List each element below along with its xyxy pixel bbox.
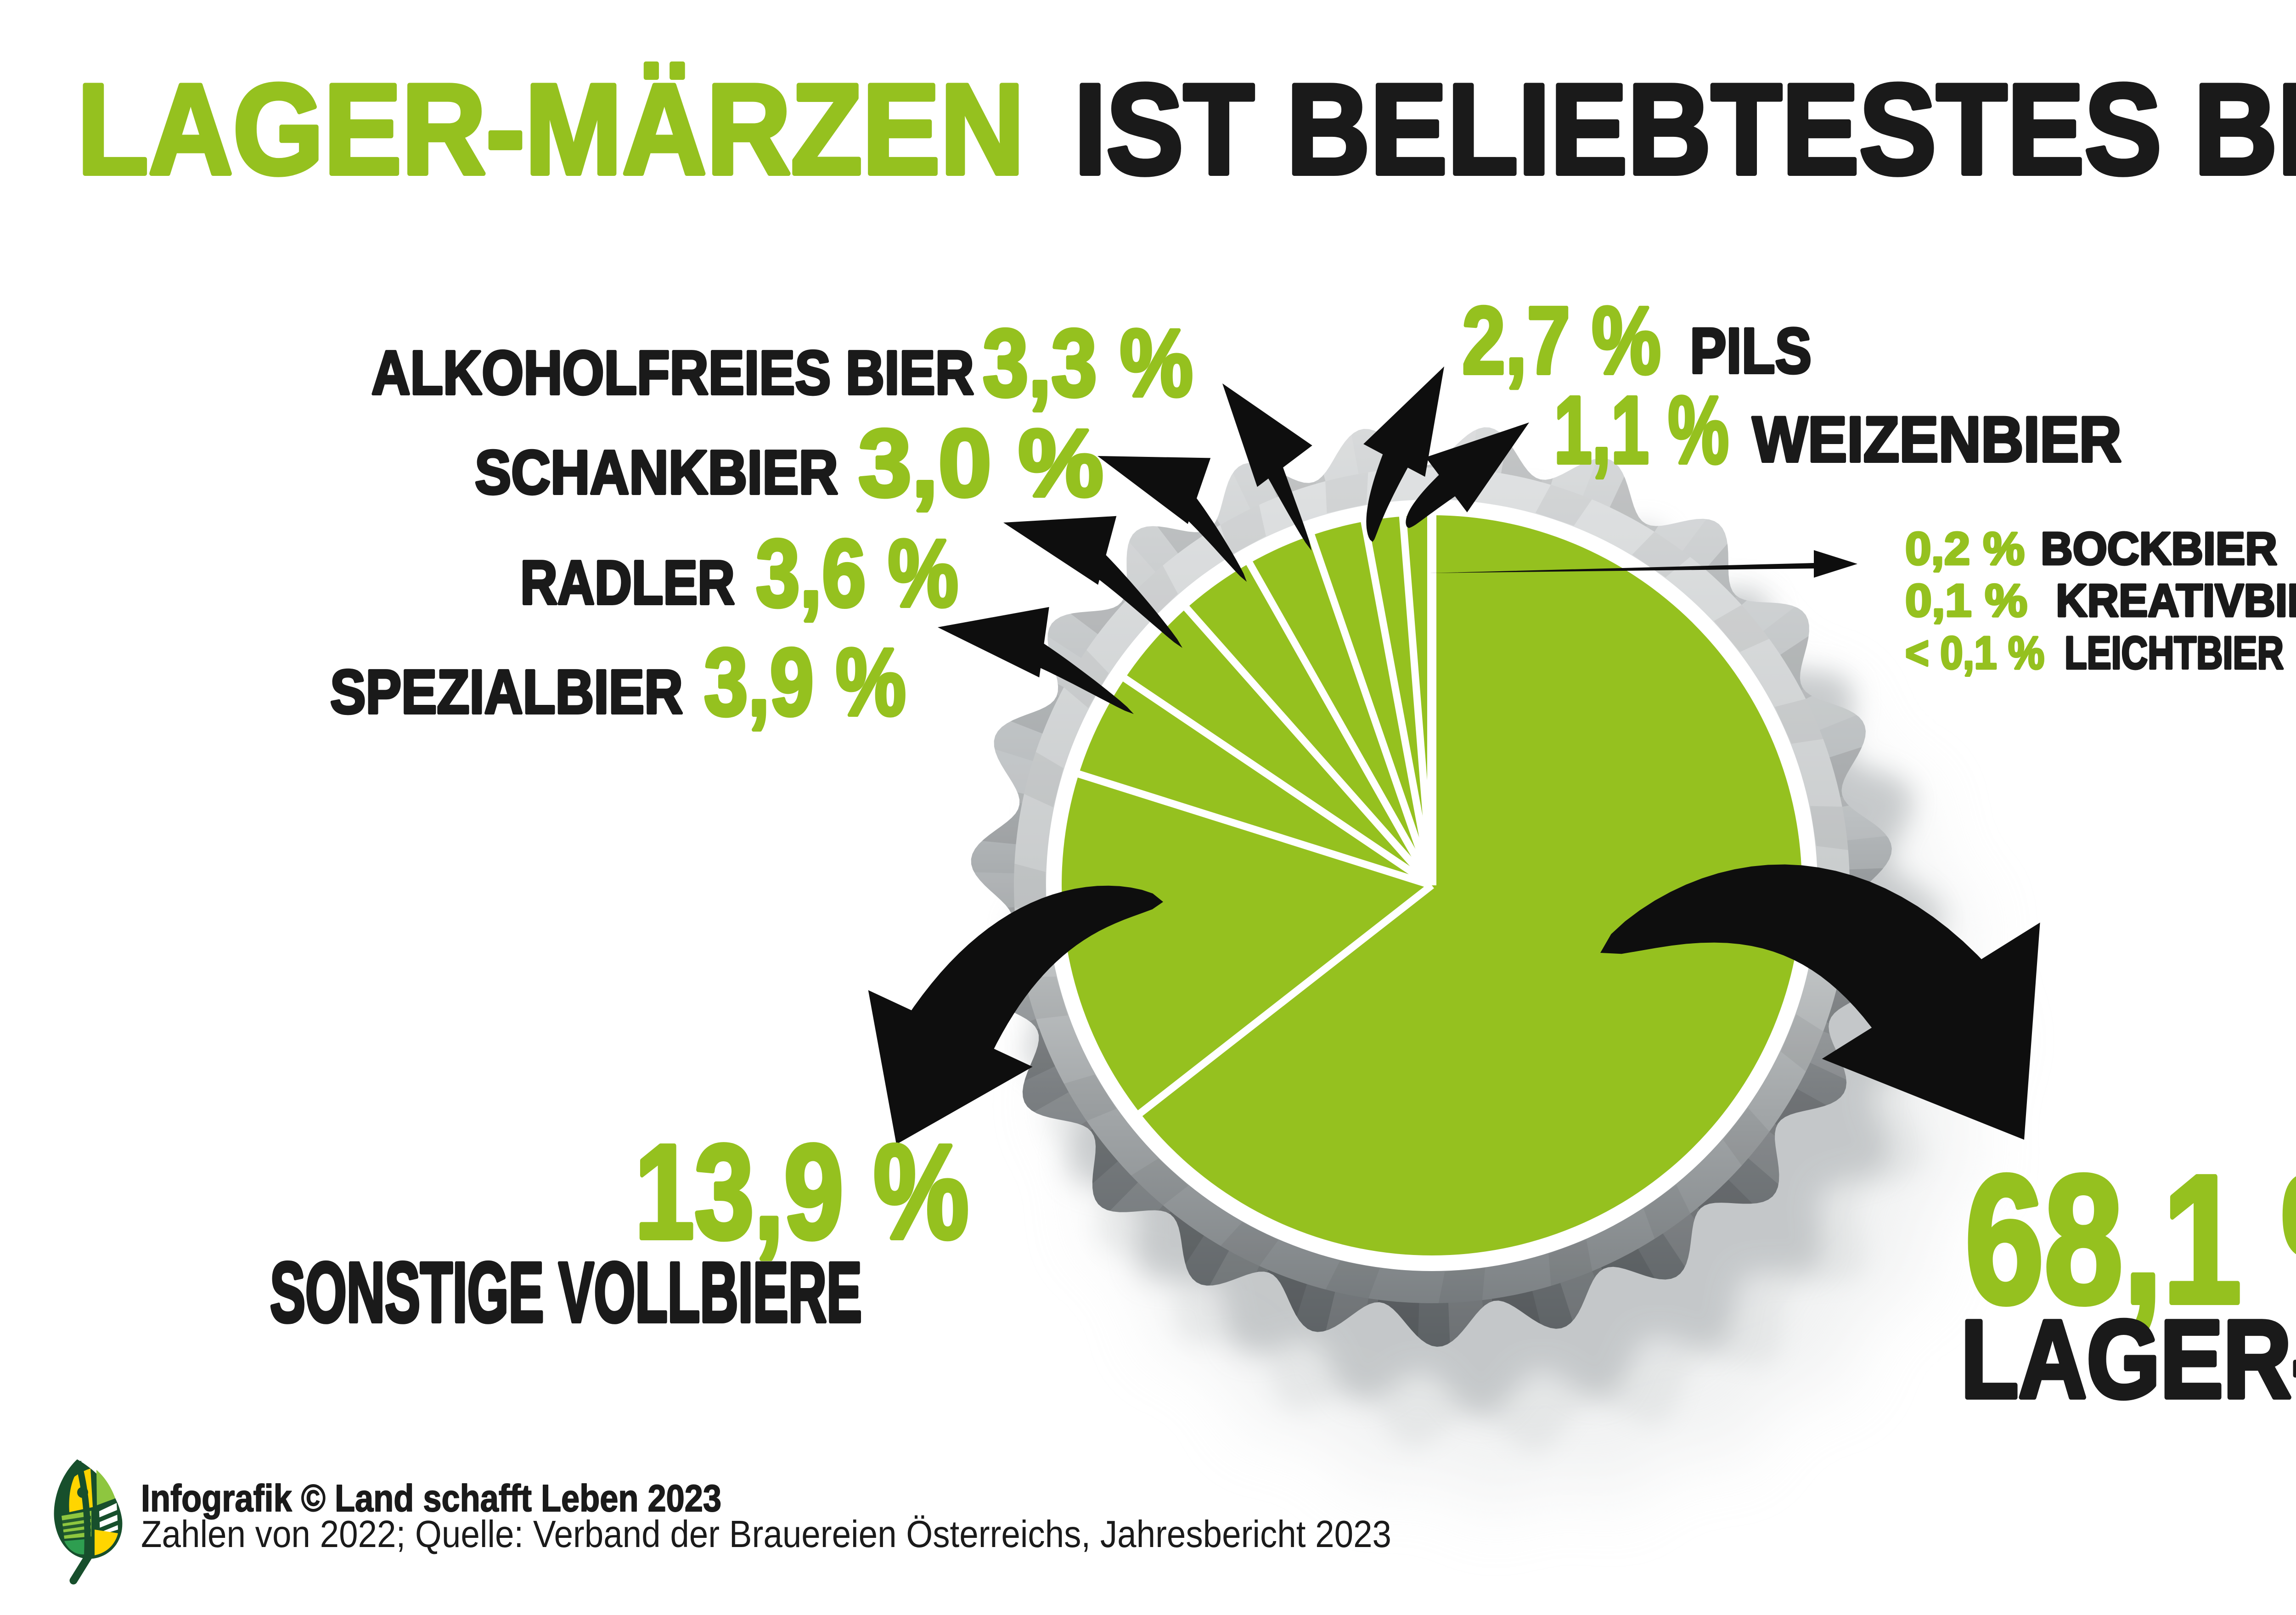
svg-text:0,1 %: 0,1 % [1905,575,2027,626]
svg-text:RADLER: RADLER [520,548,735,617]
svg-text:Infografik © Land schafft Lebe: Infografik © Land schafft Leben 2023 [141,1477,721,1519]
svg-text:3,0 %: 3,0 % [858,410,1103,517]
svg-text:68,1 %: 68,1 % [1965,1138,2296,1341]
svg-text:IST BELIEBTESTES BIER: IST BELIEBTESTES BIER [1074,58,2296,201]
svg-text:PILS: PILS [1690,315,1812,387]
svg-text:3,9 %: 3,9 % [704,629,906,736]
svg-text:Zahlen von 2022; Quelle: Verba: Zahlen von 2022; Quelle: Verband der Bra… [141,1513,1391,1555]
svg-text:0,2 %: 0,2 % [1905,523,2025,574]
svg-text:SONSTIGE VOLLBIERE: SONSTIGE VOLLBIERE [270,1245,862,1340]
svg-text:WEIZENBIER: WEIZENBIER [1752,403,2122,475]
svg-text:SPEZIALBIER: SPEZIALBIER [330,657,683,726]
svg-text:2,7 %: 2,7 % [1462,287,1661,394]
svg-text:LAGER-MÄRZEN: LAGER-MÄRZEN [77,58,1024,201]
svg-text:ALKOHOLFREIES BIER: ALKOHOLFREIES BIER [371,338,974,407]
svg-text:BOCKBIER: BOCKBIER [2041,523,2277,574]
svg-text:1,1 %: 1,1 % [1554,377,1729,484]
svg-text:13,9 %: 13,9 % [635,1117,969,1266]
svg-text:LAGER-MÄRZEN: LAGER-MÄRZEN [1961,1298,2296,1421]
svg-text:3,3 %: 3,3 % [983,310,1193,416]
svg-text:3,6 %: 3,6 % [756,520,958,627]
svg-text:SCHANKBIER: SCHANKBIER [475,438,838,507]
svg-text:LEICHTBIER: LEICHTBIER [2065,627,2284,679]
svg-text:KREATIVBIER: KREATIVBIER [2056,575,2296,626]
svg-text:< 0,1 %: < 0,1 % [1905,627,2044,679]
